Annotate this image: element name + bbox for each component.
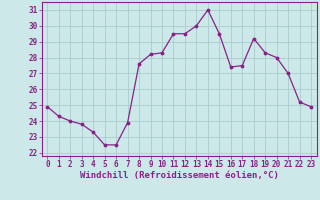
X-axis label: Windchill (Refroidissement éolien,°C): Windchill (Refroidissement éolien,°C) xyxy=(80,171,279,180)
